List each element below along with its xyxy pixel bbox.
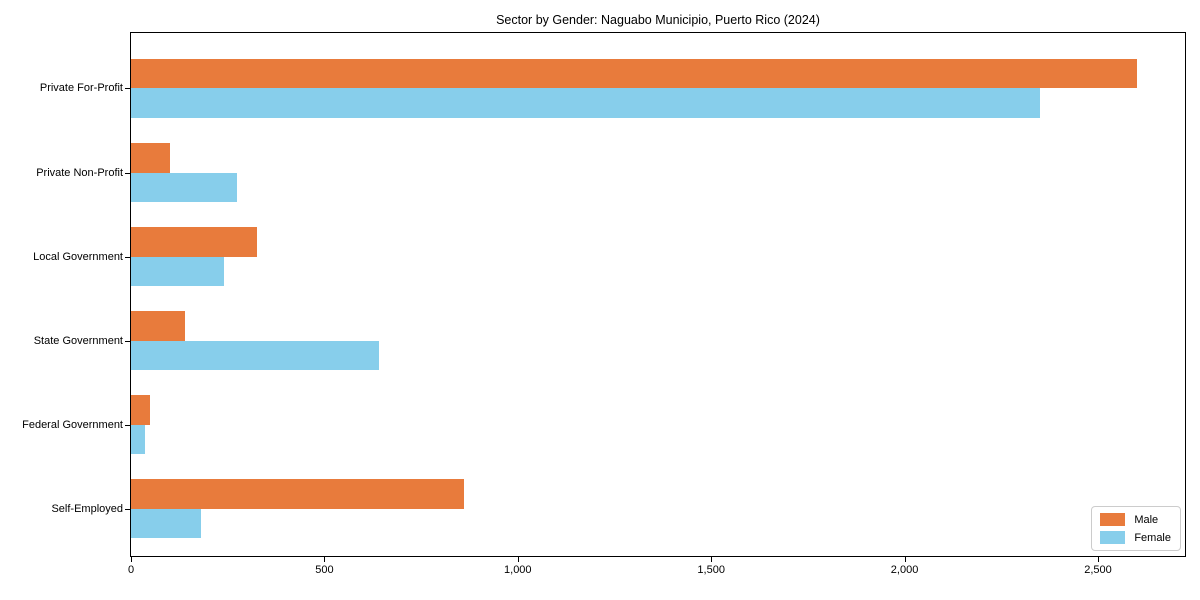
y-tick [125, 172, 130, 174]
x-tick-label: 500 [315, 564, 334, 576]
x-tick-label: 1,000 [504, 564, 532, 576]
bar-female [131, 508, 201, 539]
x-tick-label: 0 [127, 564, 135, 576]
legend-item-female: Female [1100, 531, 1171, 544]
bar-male [131, 311, 186, 341]
y-tick-label: State Government [33, 334, 123, 347]
legend: Male Female [1091, 506, 1181, 551]
chart-title: Sector by Gender: Naguabo Municipio, Pue… [496, 13, 820, 27]
bar-female [131, 424, 145, 455]
bar-male [131, 143, 170, 173]
y-tick [125, 508, 130, 510]
y-tick-label: Local Government [33, 250, 123, 263]
bar-female [131, 340, 379, 371]
bar-female [131, 88, 1040, 118]
y-tick [125, 340, 130, 342]
x-tick-label: 2,500 [1084, 564, 1112, 576]
bar-male [131, 479, 464, 509]
x-tick [324, 557, 326, 562]
bar-female [131, 172, 238, 202]
legend-swatch-female [1100, 531, 1126, 544]
legend-item-male: Male [1100, 513, 1171, 526]
bar-female [131, 256, 224, 287]
plot-area: Male Female [130, 32, 1186, 557]
y-tick-label: Self-Employed [51, 502, 123, 515]
x-tick-label: 2,000 [890, 564, 919, 576]
legend-label-female: Female [1134, 531, 1171, 544]
y-tick [125, 256, 130, 258]
bar-male [131, 59, 1137, 89]
y-tick-label: Federal Government [22, 418, 123, 431]
x-tick [131, 557, 132, 562]
legend-label-male: Male [1134, 513, 1159, 526]
y-tick [125, 88, 130, 90]
y-tick-label: Private Non-Profit [36, 166, 123, 179]
y-tick [125, 424, 130, 426]
x-tick-label: 1,500 [697, 564, 725, 576]
y-tick-label: Private For-Profit [39, 82, 123, 95]
x-tick [1097, 557, 1099, 562]
x-tick [904, 557, 906, 562]
legend-swatch-male [1100, 513, 1126, 526]
bar-male [131, 395, 151, 425]
x-tick [711, 557, 713, 562]
x-tick [517, 557, 519, 562]
bar-male [131, 227, 257, 257]
